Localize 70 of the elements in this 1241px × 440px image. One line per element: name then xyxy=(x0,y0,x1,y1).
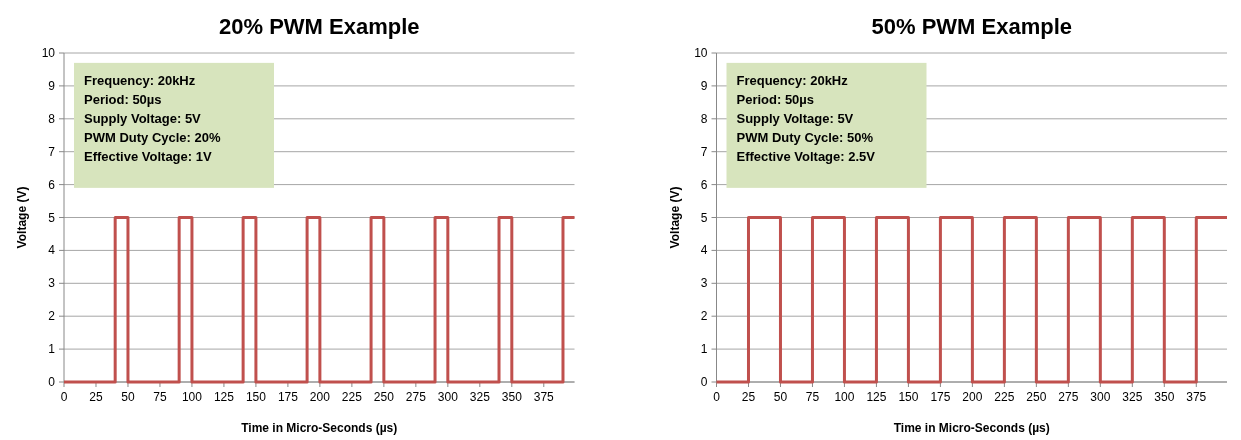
x-tick-label: 375 xyxy=(533,390,555,404)
annotation: Effective Voltage: 1V xyxy=(84,148,212,164)
x-tick-label: 200 xyxy=(309,390,331,404)
y-tick-label: 10 xyxy=(694,46,708,60)
y-tick-label: 1 xyxy=(700,342,708,357)
x-tick-label: 0 xyxy=(713,390,721,404)
y-tick-label: 5 xyxy=(48,210,56,225)
y-tick-label: 8 xyxy=(700,111,708,126)
x-tick-label: 100 xyxy=(834,390,855,404)
x-tick-label: 250 xyxy=(373,390,395,404)
y-tick-label: 6 xyxy=(48,177,56,192)
x-tick-label: 75 xyxy=(153,390,167,404)
x-tick-label: 175 xyxy=(930,390,951,404)
x-tick-label: 50 xyxy=(773,390,788,404)
y-axis-title: Voltage (V) xyxy=(15,186,29,249)
annotation: Frequency: 20kHz xyxy=(736,72,849,88)
y-tick-label: 6 xyxy=(700,177,708,192)
x-tick-label: 150 xyxy=(898,390,919,404)
x-axis-title: Time in Micro-Seconds (µs) xyxy=(893,421,1050,435)
x-tick-label: 225 xyxy=(994,390,1015,404)
y-tick-label: 8 xyxy=(48,111,56,126)
annotation: Supply Voltage: 5V xyxy=(84,110,202,126)
x-tick-label: 225 xyxy=(341,390,363,404)
x-axis-title: Time in Micro-Seconds (µs) xyxy=(241,421,398,435)
y-tick-label: 3 xyxy=(48,276,56,291)
annotation: PWM Duty Cycle: 20% xyxy=(84,129,221,145)
x-tick-label: 150 xyxy=(245,390,267,404)
y-tick-label: 0 xyxy=(700,375,708,389)
x-tick-label: 25 xyxy=(89,390,103,404)
x-tick-label: 375 xyxy=(1186,390,1207,404)
annotation: PWM Duty Cycle: 50% xyxy=(736,129,874,145)
x-tick-label: 200 xyxy=(962,390,983,404)
chart-title: 20% PWM Example xyxy=(218,14,420,39)
x-tick-label: 25 xyxy=(741,390,756,404)
x-tick-label: 300 xyxy=(437,390,459,404)
y-tick-label: 0 xyxy=(48,375,56,389)
x-tick-label: 350 xyxy=(1154,390,1175,404)
annotation: Period: 50µs xyxy=(736,91,815,107)
y-tick-label: 7 xyxy=(48,144,56,159)
annotation: Frequency: 20kHz xyxy=(84,72,196,88)
y-axis-title: Voltage (V) xyxy=(667,186,682,249)
x-tick-label: 125 xyxy=(866,390,887,404)
y-tick-label: 7 xyxy=(700,144,708,159)
y-tick-label: 10 xyxy=(41,46,56,60)
x-tick-label: 100 xyxy=(181,390,203,404)
x-tick-label: 175 xyxy=(277,390,299,404)
y-tick-label: 9 xyxy=(48,78,56,93)
x-tick-label: 250 xyxy=(1026,390,1047,404)
x-tick-label: 75 xyxy=(805,390,820,404)
y-tick-label: 5 xyxy=(700,210,708,225)
x-tick-label: 125 xyxy=(213,390,235,404)
x-tick-label: 350 xyxy=(501,390,523,404)
y-tick-label: 2 xyxy=(48,309,56,324)
x-tick-label: 0 xyxy=(60,390,68,404)
chart-title: 50% PWM Example xyxy=(871,14,1073,39)
annotation: Supply Voltage: 5V xyxy=(736,110,854,126)
y-tick-label: 3 xyxy=(700,276,708,291)
x-tick-label: 325 xyxy=(469,390,491,404)
annotation: Effective Voltage: 2.5V xyxy=(736,148,876,164)
y-tick-label: 1 xyxy=(48,342,56,357)
y-tick-label: 4 xyxy=(48,243,56,258)
x-tick-label: 50 xyxy=(121,390,135,404)
x-tick-label: 300 xyxy=(1090,390,1111,404)
x-tick-label: 325 xyxy=(1122,390,1143,404)
y-tick-label: 9 xyxy=(700,78,708,93)
x-tick-label: 275 xyxy=(405,390,427,404)
y-tick-label: 2 xyxy=(700,309,708,324)
y-tick-label: 4 xyxy=(700,243,708,258)
x-tick-label: 275 xyxy=(1058,390,1079,404)
annotation: Period: 50µs xyxy=(84,91,162,107)
